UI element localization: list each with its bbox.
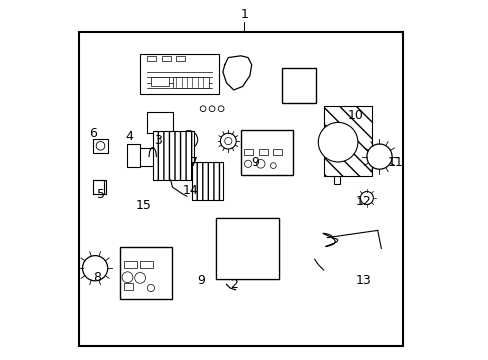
- Bar: [282, 68, 316, 103]
- Circle shape: [244, 160, 251, 167]
- Text: 1: 1: [240, 8, 248, 21]
- Circle shape: [82, 256, 107, 281]
- Circle shape: [256, 159, 264, 168]
- Text: 11: 11: [387, 156, 403, 168]
- Bar: [93, 139, 107, 153]
- Bar: [140, 261, 152, 268]
- Circle shape: [270, 163, 276, 168]
- Circle shape: [220, 133, 236, 149]
- Circle shape: [218, 106, 224, 112]
- Circle shape: [209, 106, 215, 112]
- Bar: [140, 54, 219, 94]
- Circle shape: [147, 284, 154, 292]
- Bar: [120, 247, 172, 299]
- Bar: [172, 77, 208, 88]
- Bar: [215, 218, 278, 279]
- Bar: [147, 112, 172, 133]
- Circle shape: [96, 141, 104, 150]
- Text: 6: 6: [89, 127, 97, 140]
- Bar: [215, 218, 278, 279]
- Text: 3: 3: [154, 134, 162, 147]
- Bar: [79, 32, 402, 346]
- Bar: [192, 162, 223, 200]
- Bar: [323, 106, 371, 176]
- Bar: [151, 77, 168, 86]
- Text: 8: 8: [93, 271, 101, 284]
- Text: 14: 14: [182, 184, 198, 197]
- Bar: [162, 56, 170, 61]
- Circle shape: [189, 136, 193, 139]
- Bar: [333, 157, 340, 184]
- Circle shape: [224, 138, 231, 145]
- Text: 13: 13: [355, 274, 370, 287]
- Bar: [176, 56, 185, 61]
- Circle shape: [184, 136, 187, 139]
- Circle shape: [179, 131, 197, 149]
- Text: 2: 2: [229, 278, 237, 291]
- Bar: [127, 144, 140, 167]
- Text: 12: 12: [355, 195, 370, 208]
- Bar: [241, 130, 292, 175]
- Bar: [123, 261, 136, 268]
- Circle shape: [360, 192, 373, 204]
- Bar: [152, 131, 194, 180]
- Bar: [147, 56, 156, 61]
- Text: 4: 4: [125, 130, 133, 143]
- Text: 9: 9: [251, 156, 259, 168]
- Text: 10: 10: [347, 109, 363, 122]
- Bar: [244, 149, 253, 155]
- Circle shape: [134, 273, 145, 283]
- Text: 7: 7: [190, 156, 198, 168]
- Circle shape: [200, 106, 205, 112]
- Bar: [273, 149, 282, 155]
- Circle shape: [366, 144, 391, 169]
- Bar: [123, 283, 133, 290]
- Bar: [258, 149, 267, 155]
- Text: 5: 5: [96, 188, 104, 201]
- Circle shape: [122, 272, 133, 283]
- Bar: [93, 180, 104, 194]
- Text: 15: 15: [136, 199, 151, 212]
- Circle shape: [318, 122, 357, 162]
- Text: 9: 9: [197, 274, 205, 287]
